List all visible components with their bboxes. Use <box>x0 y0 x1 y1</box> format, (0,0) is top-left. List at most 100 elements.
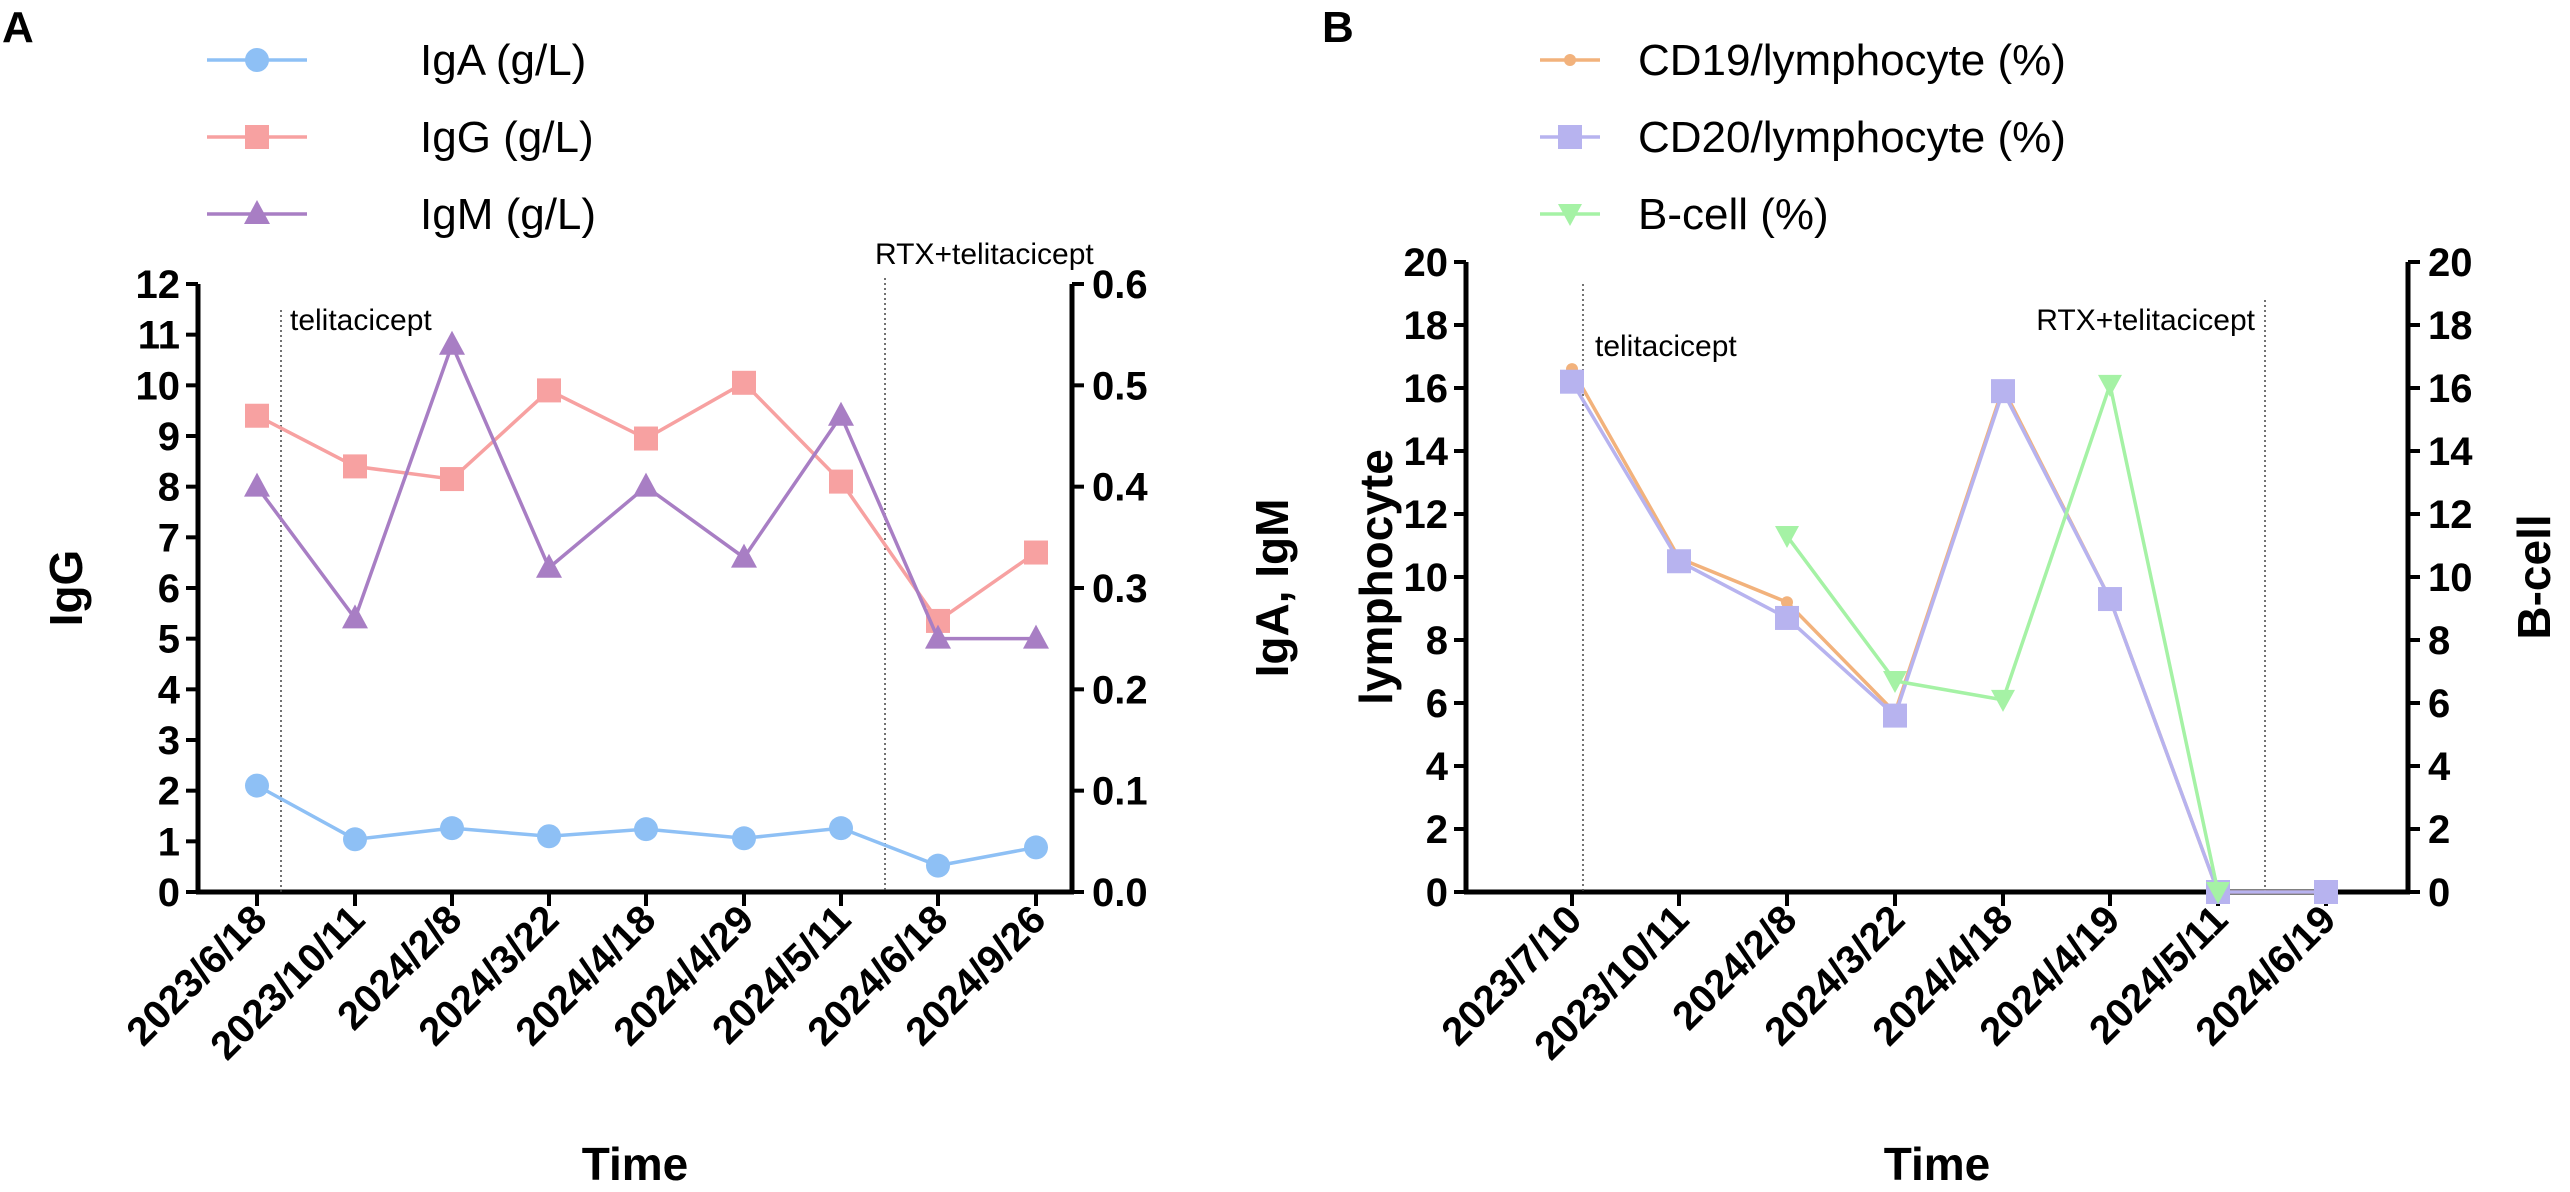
data-point-cd20-lymphocyte <box>1560 369 1584 394</box>
data-point-cd20-lymphocyte <box>1883 703 1907 728</box>
series-line-cd20-lymphocyte <box>1570 380 2326 894</box>
y-left-tick-label-a: 7 <box>158 516 180 560</box>
data-point-igm-g-l <box>439 330 465 355</box>
data-point-cd20-lymphocyte <box>2314 880 2338 904</box>
data-point-igg-g-l <box>440 467 464 492</box>
data-point-igm-g-l <box>925 624 951 649</box>
y-right-tick-label-b: 2 <box>2428 808 2450 852</box>
y-right-tick-label-b: 20 <box>2428 241 2473 285</box>
y-right-tick-label-b: 10 <box>2428 556 2473 600</box>
y-left-tick-label-a: 8 <box>158 466 180 510</box>
y-left-tick-label-b: 2 <box>1426 808 1448 852</box>
panel-a: A IgA (g/L)IgG (g/L)IgM (g/L) 0123456789… <box>2 3 1298 1190</box>
data-point-igm-g-l <box>342 604 368 629</box>
rtx-label-b: RTX+telitacicept <box>2036 304 2255 337</box>
ticks-a: 01234567891011120.00.10.20.30.40.50.6202… <box>118 263 1148 1068</box>
data-point-igm-g-l <box>244 472 270 497</box>
data-point-iga-g-l <box>343 827 367 852</box>
legend-marker-igg-g-l <box>245 125 269 149</box>
legend-label-cd19-lymphocyte: CD19/lymphocyte (%) <box>1638 36 2066 85</box>
y-right-tick-label-b: 6 <box>2428 682 2450 726</box>
y-right-tick-label-b: 12 <box>2428 493 2473 537</box>
data-point-cd20-lymphocyte <box>2098 587 2122 612</box>
data-point-iga-g-l <box>829 816 853 841</box>
data-point-igm-g-l <box>633 472 659 497</box>
series-iga-g-l-a <box>245 773 1048 878</box>
y-left-tick-label-b: 8 <box>1426 619 1448 663</box>
data-point-igg-g-l <box>1024 540 1048 565</box>
data-point-cd20-lymphocyte <box>1667 549 1691 574</box>
series-cd19-lymphocyte-b <box>1566 363 2332 898</box>
rtx-label-a: RTX+telitacicept <box>875 238 1094 271</box>
series-line-b-cell <box>1785 378 2220 893</box>
y-left-tick-label-b: 12 <box>1404 493 1449 537</box>
data-point-igg-g-l <box>634 426 658 451</box>
telitacicept-label-b: telitacicept <box>1595 330 1737 363</box>
y-left-tick-label-b: 10 <box>1404 556 1449 600</box>
legend-b: CD19/lymphocyte (%) CD20/lymphocyte (%) B-… <box>1540 36 2066 239</box>
y-left-title-b: lymphocyte <box>1350 449 1402 705</box>
series-line-cd19-lymphocyte <box>1570 368 2326 894</box>
y-right-tick-label-b: 8 <box>2428 619 2450 663</box>
data-point-iga-g-l <box>245 773 269 798</box>
annotations-b: telitacicept RTX+telitacicept <box>1582 284 2266 892</box>
series-igg-g-l-a <box>245 370 1048 633</box>
legend-marker-b-cell <box>1558 204 1582 226</box>
legend-marker-iga-g-l <box>245 48 269 72</box>
series-b <box>1560 363 2338 904</box>
y-right-tick-label-a: 0.3 <box>1092 567 1148 611</box>
y-right-tick-label-a: 0.5 <box>1092 364 1148 408</box>
y-left-tick-label-a: 4 <box>158 668 181 712</box>
panel-letter-a: A <box>2 3 34 52</box>
data-point-iga-g-l <box>732 826 756 851</box>
y-left-tick-label-a: 3 <box>158 719 180 763</box>
y-left-tick-label-a: 6 <box>158 567 180 611</box>
data-point-igg-g-l <box>245 403 269 428</box>
data-point-iga-g-l <box>1024 835 1048 860</box>
y-left-tick-label-a: 10 <box>136 364 181 408</box>
y-right-title-a: IgA, IgM <box>1246 499 1298 678</box>
legend-label-b-cell: B-cell (%) <box>1638 190 1829 239</box>
legend-marker-igm-g-l <box>244 200 270 224</box>
y-right-tick-label-b: 16 <box>2428 367 2473 411</box>
y-right-tick-label-b: 0 <box>2428 871 2450 915</box>
annotations-a: telitacicept RTX+telitacicept <box>280 238 1094 892</box>
x-title-b: Time <box>1884 1138 1991 1190</box>
y-right-tick-label-a: 0.1 <box>1092 770 1148 814</box>
data-point-b-cell <box>1883 670 1907 693</box>
y-left-tick-label-b: 14 <box>1404 430 1449 474</box>
data-point-igm-g-l <box>1023 624 1049 649</box>
legend-label-igm-g-l: IgM (g/L) <box>420 190 596 239</box>
data-point-iga-g-l <box>634 817 658 842</box>
series-b-cell-b <box>1775 374 2230 904</box>
y-right-tick-label-b: 18 <box>2428 304 2473 348</box>
legend-label-iga-g-l: IgA (g/L) <box>420 36 586 85</box>
data-point-igm-g-l <box>536 553 562 578</box>
data-point-b-cell <box>2098 374 2122 397</box>
legend-a: IgA (g/L) IgG (g/L) IgM (g/L) <box>207 36 596 239</box>
y-left-tick-label-b: 4 <box>1426 745 1449 789</box>
data-point-cd20-lymphocyte <box>1775 605 1799 630</box>
data-point-igg-g-l <box>732 370 756 395</box>
data-point-cd20-lymphocyte <box>1991 379 2015 404</box>
y-right-tick-label-b: 4 <box>2428 745 2451 789</box>
data-point-igg-g-l <box>829 469 853 494</box>
series-igm-g-l-a <box>244 330 1049 649</box>
y-left-tick-label-a: 5 <box>158 618 180 662</box>
panel-letter-b: B <box>1322 3 1354 52</box>
panel-b: B CD19/lymphocyte (%) CD20/lymphocyte (%)… <box>1322 3 2560 1190</box>
y-right-tick-label-a: 0.2 <box>1092 668 1148 712</box>
y-right-tick-label-b: 14 <box>2428 430 2473 474</box>
data-point-b-cell <box>1991 689 2015 712</box>
legend-label-cd20-lymphocyte: CD20/lymphocyte (%) <box>1638 113 2066 162</box>
y-left-title-a: IgG <box>40 550 92 627</box>
legend-label-igg-g-l: IgG (g/L) <box>420 113 594 162</box>
series-line-igg-g-l <box>256 380 1038 624</box>
y-left-tick-label-a: 11 <box>138 314 180 358</box>
y-left-tick-label-b: 18 <box>1404 304 1449 348</box>
data-point-igm-g-l <box>731 543 757 568</box>
y-right-title-b: B-cell <box>2508 514 2560 639</box>
data-point-igg-g-l <box>343 454 367 479</box>
y-left-tick-label-a: 12 <box>136 263 181 307</box>
